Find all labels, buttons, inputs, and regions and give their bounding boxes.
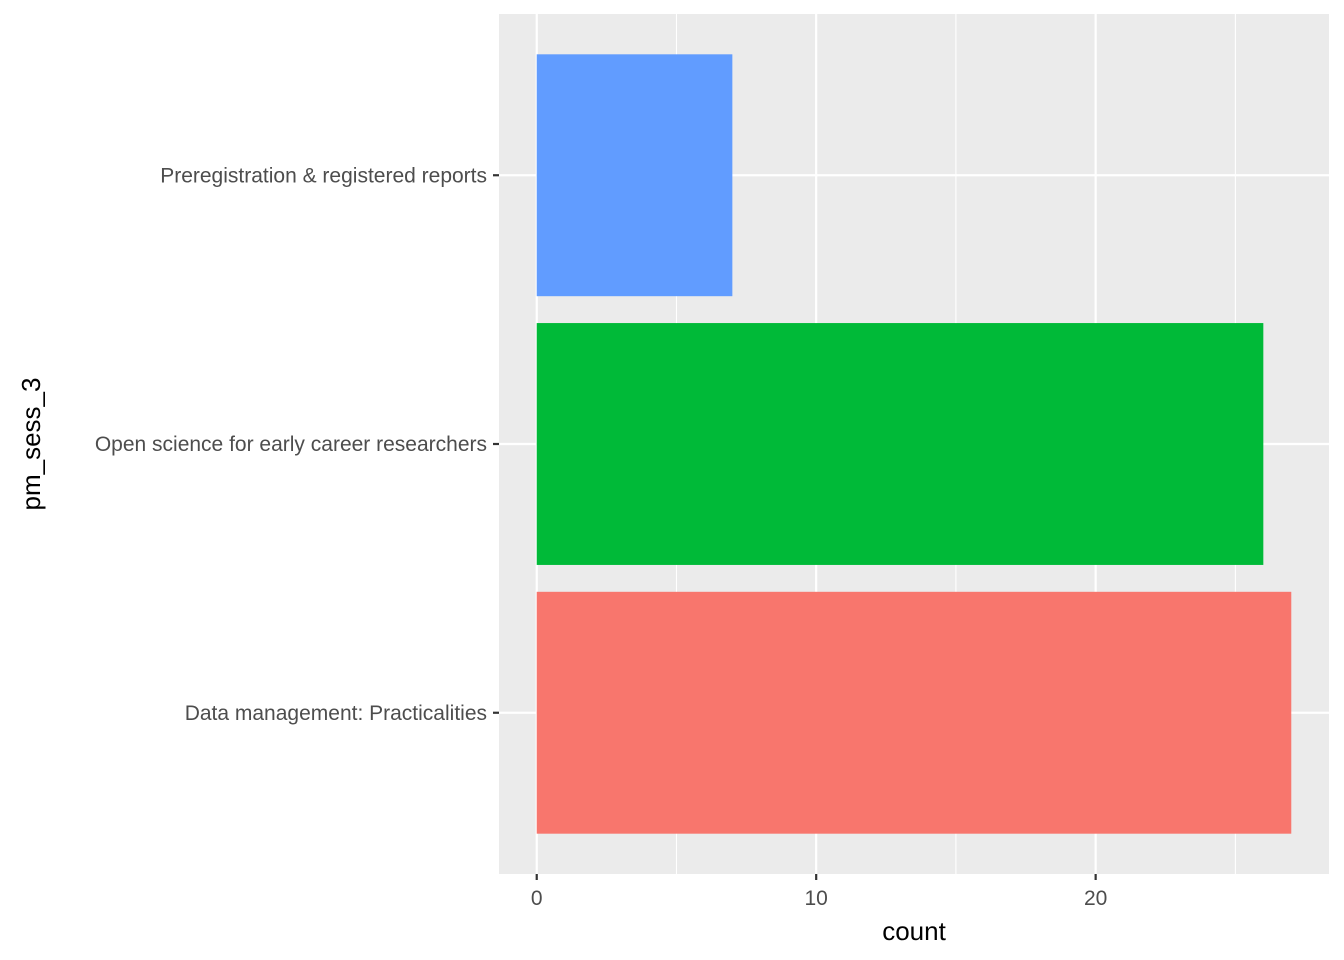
y-axis-title: pm_sess_3 bbox=[16, 378, 46, 511]
y-tick-label: Open science for early career researcher… bbox=[95, 433, 487, 456]
x-axis: 0 10 20 bbox=[531, 874, 1107, 910]
bar bbox=[536, 591, 1292, 834]
y-tick-label: Data management: Practicalities bbox=[185, 702, 487, 725]
x-tick-label: 20 bbox=[1084, 887, 1107, 910]
x-tick-label: 10 bbox=[805, 887, 828, 910]
x-tick-label: 0 bbox=[531, 887, 543, 910]
bar bbox=[536, 54, 733, 297]
bar bbox=[536, 323, 1264, 565]
y-axis: Data management: Practicalities Open scie… bbox=[95, 164, 499, 725]
bars bbox=[536, 54, 1292, 834]
x-axis-title: count bbox=[882, 916, 946, 946]
y-tick-label: Preregistration & registered reports bbox=[160, 164, 487, 187]
